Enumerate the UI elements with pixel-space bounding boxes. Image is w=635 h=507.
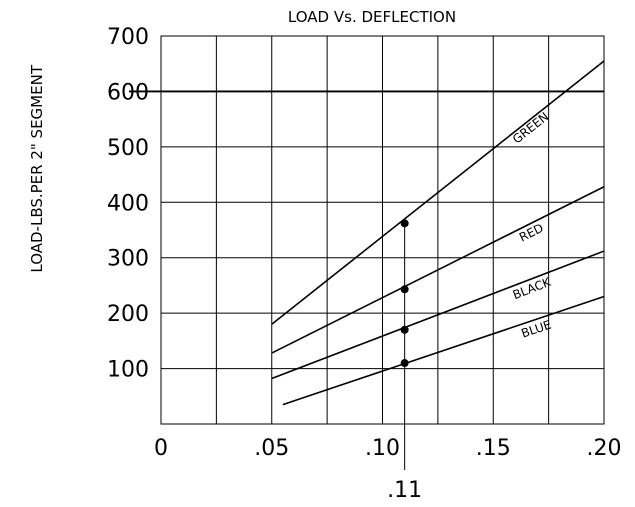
gridlines [129, 36, 604, 424]
marker-x-label: .11 [387, 478, 422, 503]
series-line-black [271, 250, 605, 380]
y-tick-label: 600 [107, 80, 149, 105]
series-label-green: GREEN [510, 110, 551, 147]
y-tick-label: 100 [107, 358, 149, 383]
marker-point-red [400, 285, 409, 294]
y-tick-label: 200 [107, 302, 149, 327]
series-line-green [271, 60, 605, 325]
series-line-blue [282, 295, 605, 406]
x-tick-label: 0 [154, 436, 168, 461]
y-tick-label: 400 [107, 191, 149, 216]
marker-group [400, 219, 409, 470]
marker-point-green [400, 219, 409, 228]
series-line-red [271, 186, 605, 354]
y-tick-label: 700 [107, 25, 149, 50]
chart-title: LOAD Vs. DEFLECTION [288, 8, 456, 26]
x-tick-label: .05 [254, 436, 289, 461]
series-label-red: RED [517, 221, 546, 245]
y-tick-label: 500 [107, 136, 149, 161]
y-tick-label: 300 [107, 247, 149, 272]
tick-labels: 0 .05 .10 .15 .20 100 200 300 400 500 600 700 .11 [107, 25, 622, 503]
x-tick-label: .20 [587, 436, 622, 461]
x-tick-label: .15 [476, 436, 511, 461]
series-label-blue: BLUE [519, 318, 553, 341]
series-lines [271, 60, 605, 406]
x-tick-label: .10 [365, 436, 400, 461]
marker-point-black [400, 325, 409, 334]
y-axis-label: LOAD-LBS.PER 2" SEGMENT [28, 64, 46, 272]
marker-point-blue [400, 359, 409, 368]
